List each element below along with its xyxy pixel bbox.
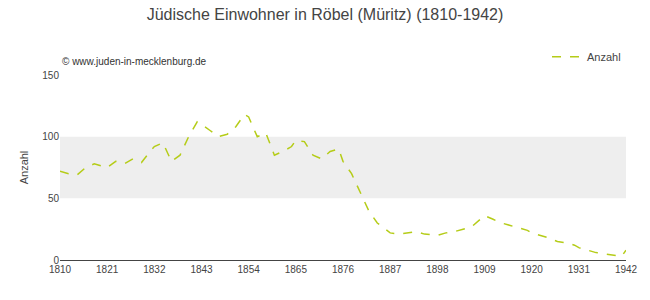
svg-text:1920: 1920 <box>521 264 544 275</box>
svg-text:1810: 1810 <box>49 264 72 275</box>
svg-text:150: 150 <box>42 70 59 81</box>
svg-text:0: 0 <box>53 255 59 266</box>
svg-text:1876: 1876 <box>332 264 355 275</box>
svg-text:© www.juden-in-mecklenburg.de: © www.juden-in-mecklenburg.de <box>62 56 207 67</box>
svg-text:Anzahl: Anzahl <box>587 51 621 63</box>
svg-text:Jüdische Einwohner in Röbel (M: Jüdische Einwohner in Röbel (Müritz) (18… <box>147 6 504 23</box>
svg-text:1931: 1931 <box>568 264 591 275</box>
svg-text:100: 100 <box>42 131 59 142</box>
svg-text:1854: 1854 <box>238 264 261 275</box>
svg-text:1865: 1865 <box>285 264 308 275</box>
svg-text:1909: 1909 <box>473 264 496 275</box>
svg-text:Anzahl: Anzahl <box>18 151 30 185</box>
svg-text:1887: 1887 <box>379 264 402 275</box>
svg-text:50: 50 <box>48 193 60 204</box>
svg-text:1898: 1898 <box>426 264 449 275</box>
svg-text:1832: 1832 <box>143 264 166 275</box>
svg-text:1843: 1843 <box>190 264 213 275</box>
svg-text:1942: 1942 <box>615 264 638 275</box>
svg-text:1821: 1821 <box>96 264 119 275</box>
